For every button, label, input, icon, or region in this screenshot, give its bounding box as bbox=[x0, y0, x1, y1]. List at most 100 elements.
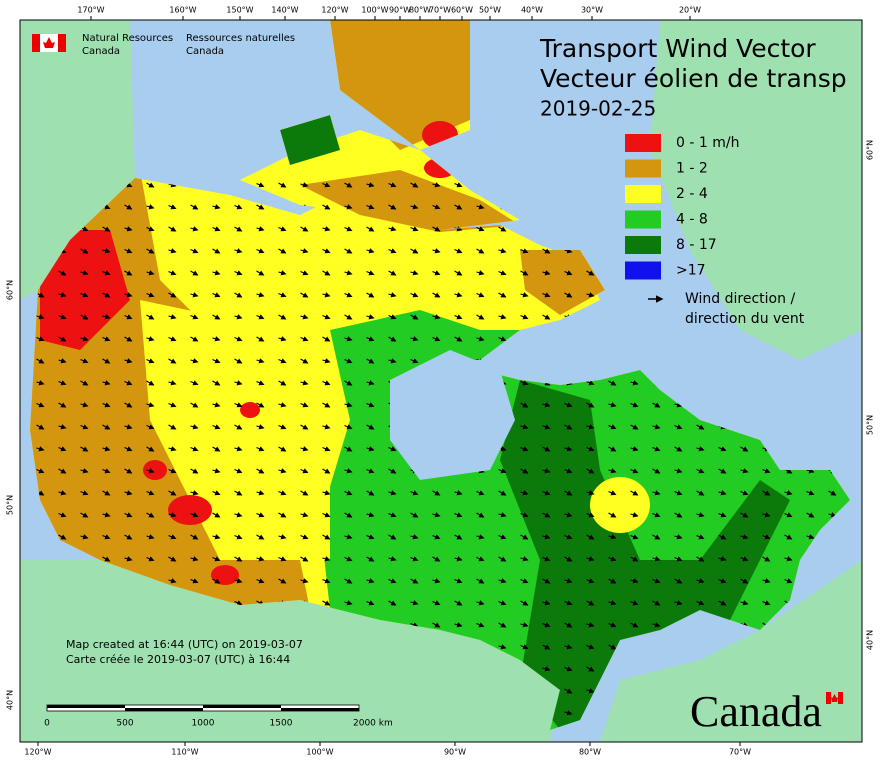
wind-arrow bbox=[432, 204, 441, 210]
date: 2019-02-25 bbox=[540, 97, 656, 121]
wind-arrow bbox=[432, 182, 441, 188]
wind-arrow bbox=[146, 226, 155, 232]
legend-arrow-label: Wind direction / bbox=[685, 291, 795, 307]
wind-arrow bbox=[322, 204, 331, 210]
wind-arrow bbox=[36, 446, 45, 452]
wind-arrow bbox=[278, 292, 287, 298]
wind-arrow bbox=[366, 182, 375, 188]
zone-1-2-islands bbox=[300, 170, 520, 232]
wind-arrow bbox=[498, 534, 507, 540]
wind-arrow bbox=[476, 534, 485, 540]
wind-arrow bbox=[652, 446, 661, 452]
wind-arrow bbox=[542, 270, 551, 276]
wind-arrow bbox=[234, 314, 243, 320]
wind-arrow bbox=[410, 600, 419, 606]
wind-arrow bbox=[168, 336, 177, 342]
wind-arrow bbox=[410, 204, 419, 210]
wind-arrow bbox=[476, 314, 485, 320]
wind-arrow bbox=[520, 534, 529, 540]
wind-arrow bbox=[322, 292, 331, 298]
wind-arrow bbox=[80, 292, 89, 298]
wind-arrow bbox=[234, 468, 243, 474]
wind-arrow bbox=[740, 490, 749, 496]
wind-arrow bbox=[454, 314, 463, 320]
wind-arrow bbox=[278, 380, 287, 386]
wind-arrow bbox=[366, 490, 375, 496]
wind-arrow bbox=[432, 578, 441, 584]
wind-arrow bbox=[278, 490, 287, 496]
wind-arrow bbox=[344, 600, 353, 606]
footer-fr: Carte créée le 2019-03-07 (UTC) à 16:44 bbox=[66, 653, 290, 666]
wind-arrow bbox=[102, 534, 111, 540]
wind-arrow bbox=[190, 424, 199, 430]
wind-arrow bbox=[300, 336, 309, 342]
wind-arrow bbox=[102, 424, 111, 430]
flag-bar bbox=[58, 34, 66, 52]
map-area bbox=[20, 20, 862, 742]
zone-1-2-arctic bbox=[330, 20, 470, 150]
wind-arrow bbox=[344, 490, 353, 496]
wind-arrow bbox=[630, 512, 639, 518]
wind-arrow bbox=[388, 512, 397, 518]
wind-arrow bbox=[322, 424, 331, 430]
usa-east bbox=[600, 560, 862, 742]
wind-arrow bbox=[520, 600, 529, 606]
wind-arrow bbox=[322, 182, 331, 188]
wind-arrow bbox=[366, 204, 375, 210]
wind-arrow bbox=[432, 248, 441, 254]
wind-arrow bbox=[410, 226, 419, 232]
wind-arrow bbox=[498, 248, 507, 254]
wind-arrow bbox=[344, 204, 353, 210]
zone-0-1-yukon bbox=[40, 230, 130, 350]
bottom-lon-label: 70°W bbox=[729, 748, 751, 757]
top-lon-label: 30°W bbox=[581, 6, 603, 15]
wind-arrow bbox=[784, 512, 793, 518]
wind-arrow bbox=[454, 270, 463, 276]
wind-arrow bbox=[124, 534, 133, 540]
wind-arrow bbox=[36, 336, 45, 342]
wind-arrow bbox=[828, 490, 837, 496]
wind-arrow bbox=[652, 402, 661, 408]
wind-arrow bbox=[300, 556, 309, 562]
wind-arrow bbox=[498, 600, 507, 606]
wind-arrow bbox=[388, 314, 397, 320]
wind-arrow bbox=[740, 578, 749, 584]
agency-fr-country: Canada bbox=[186, 46, 224, 57]
wind-arrow bbox=[542, 468, 551, 474]
wind-arrow bbox=[652, 578, 661, 584]
agency-en: Natural Resources bbox=[82, 33, 173, 44]
wind-arrow bbox=[344, 402, 353, 408]
wind-arrow bbox=[432, 270, 441, 276]
wind-arrow bbox=[234, 556, 243, 562]
wind-arrow bbox=[542, 314, 551, 320]
wind-arrow bbox=[102, 490, 111, 496]
wind-arrow bbox=[432, 314, 441, 320]
wind-arrow bbox=[322, 600, 331, 606]
wind-arrow bbox=[344, 534, 353, 540]
wind-arrow bbox=[168, 512, 177, 518]
bottom-lon-label: 90°W bbox=[444, 748, 466, 757]
wind-arrow bbox=[212, 556, 221, 562]
wind-arrow bbox=[696, 446, 705, 452]
wind-arrow bbox=[410, 490, 419, 496]
legend-swatch bbox=[625, 185, 661, 203]
wind-arrow bbox=[124, 248, 133, 254]
scale-label: 1500 bbox=[270, 719, 293, 729]
wind-arrow bbox=[190, 314, 199, 320]
legend: Wind direction / direction du vent 0 - 1… bbox=[625, 134, 805, 327]
title-fr: Vecteur éolien de transp bbox=[540, 64, 847, 93]
title-block: Transport Wind Vector Vecteur éolien de … bbox=[539, 34, 847, 121]
wind-arrow bbox=[564, 578, 573, 584]
wind-arrow bbox=[564, 292, 573, 298]
wind-arrow bbox=[498, 490, 507, 496]
scale-label: 500 bbox=[116, 719, 133, 729]
wind-arrow bbox=[366, 336, 375, 342]
wind-arrow bbox=[674, 446, 683, 452]
wind-arrow bbox=[630, 446, 639, 452]
wind-arrow bbox=[190, 358, 199, 364]
wind-arrow bbox=[630, 424, 639, 430]
wind-arrow bbox=[322, 578, 331, 584]
wind-arrow bbox=[432, 226, 441, 232]
wind-arrow bbox=[586, 292, 595, 298]
wind-arrow bbox=[564, 512, 573, 518]
